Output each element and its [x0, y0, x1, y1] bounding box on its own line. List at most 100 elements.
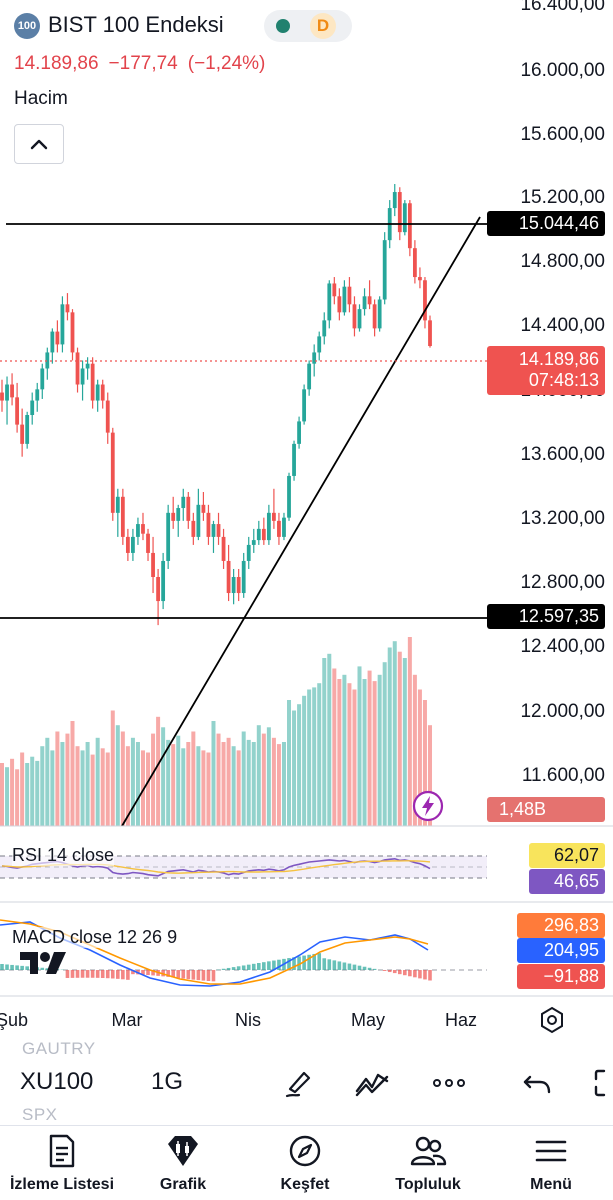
candle-body [110, 432, 115, 513]
collapse-legend-button[interactable] [14, 124, 64, 164]
volume-bar [276, 744, 281, 826]
candle-body [428, 320, 432, 347]
volume-bar [327, 653, 332, 826]
interval-selector[interactable]: 1G [151, 1068, 184, 1095]
candle-body [236, 577, 241, 594]
volume-bar [100, 748, 105, 826]
macd-histogram-bar [428, 970, 432, 981]
volume-bar [176, 735, 181, 826]
volume-bar [362, 679, 367, 826]
symbol-selector[interactable]: XU100 [20, 1068, 94, 1095]
volume-bar [412, 674, 417, 826]
volume-bar [135, 742, 140, 826]
volume-bar [297, 704, 302, 826]
volume-bar [45, 737, 50, 826]
macd-histogram-bar [201, 970, 206, 981]
macd-histogram-bar [141, 970, 145, 975]
price-tick: 13.600,00 [520, 444, 605, 465]
market-open-dot [276, 19, 290, 33]
price-change: −177,74 [108, 53, 178, 74]
candle-body [70, 312, 75, 353]
nav-explore[interactable]: Keşfet [245, 1134, 365, 1194]
macd-histogram-bar [322, 958, 327, 970]
volume-bar [221, 742, 226, 826]
macd-histogram-bar [181, 970, 186, 979]
macd-histogram-bar [413, 970, 417, 978]
nav-menu[interactable]: Menü [491, 1134, 611, 1194]
nav-chart[interactable]: Grafik [123, 1134, 243, 1194]
volume-bar [151, 733, 156, 826]
macd-histogram-bar [151, 970, 155, 976]
volume-bar [50, 750, 55, 826]
macd-histogram-bar [397, 970, 402, 975]
macd-histogram-bar [332, 960, 337, 970]
volume-bar [317, 683, 322, 826]
candle-body [251, 540, 256, 545]
macd-legend[interactable]: MACD close 12 26 9 [12, 927, 178, 948]
nav-community[interactable]: Topluluk [368, 1134, 488, 1194]
macd-histogram-bar [166, 970, 170, 977]
time-tick: Nis [235, 1010, 261, 1030]
candle-body [20, 424, 25, 444]
candle-body [397, 192, 402, 233]
volume-bar [130, 737, 135, 826]
chart-candles-icon [168, 1136, 198, 1166]
candle-body [100, 384, 105, 401]
rsi-value-tag: 46,65 [529, 869, 605, 894]
volume-bar [332, 668, 337, 826]
volume-bar [85, 742, 90, 826]
macd-histogram-bar [90, 970, 95, 978]
volume-bar [266, 727, 271, 826]
indicators-icon[interactable] [354, 1065, 390, 1101]
histogram-value-tag: −91,88 [517, 964, 605, 989]
symbol-name[interactable]: BIST 100 Endeksi [48, 12, 224, 37]
candle-body [166, 512, 171, 561]
drawing-pen-icon[interactable] [282, 1065, 318, 1101]
volume-bar [201, 750, 206, 826]
volume-bar [146, 752, 151, 826]
macd-histogram-bar [65, 970, 70, 978]
delayed-data-badge[interactable]: D [310, 13, 336, 39]
volume-bar [422, 700, 427, 826]
price-tick: 12.000,00 [520, 701, 605, 722]
volume-bar [55, 731, 60, 826]
volume-bar [372, 681, 377, 826]
support-price-tag[interactable]: 12.597,35 [487, 604, 605, 629]
trend-line[interactable] [121, 216, 481, 827]
volume-bar [186, 742, 191, 826]
volume-bar [80, 750, 85, 826]
resistance-price-tag[interactable]: 15.044,46 [487, 211, 605, 236]
tradingview-logo-icon [20, 952, 66, 974]
watchlist-icon [49, 1134, 75, 1168]
nav-chart-label: Grafik [159, 1176, 207, 1193]
macd-histogram-bar [105, 970, 110, 979]
candle-body [191, 520, 196, 537]
more-options-icon[interactable] [431, 1065, 467, 1101]
chart-settings-icon[interactable] [537, 1005, 567, 1035]
nav-watchlist[interactable]: İzleme Listesi [2, 1134, 122, 1194]
macd-histogram-bar [5, 964, 9, 970]
macd-histogram-bar [100, 970, 105, 978]
fullscreen-icon[interactable] [590, 1065, 613, 1101]
volume-legend[interactable]: Hacim [14, 88, 68, 109]
lightning-icon[interactable] [411, 789, 445, 823]
macd-histogram-bar [312, 953, 316, 970]
candle-body [302, 389, 307, 422]
candle-body [221, 536, 226, 561]
candle-body [196, 504, 201, 537]
market-status-pill[interactable]: D [264, 10, 352, 42]
volume-bar [75, 746, 80, 826]
candle-body [55, 331, 60, 345]
candle-body [85, 363, 90, 369]
candle-body [10, 384, 14, 398]
rsi-legend[interactable]: RSI 14 close [12, 845, 115, 866]
candle-body [241, 560, 246, 594]
volume-bar [120, 731, 125, 826]
chevron-up-icon [30, 139, 48, 150]
price-chart[interactable] [0, 0, 613, 1000]
candle-body [362, 296, 367, 310]
nav-explore-label: Keşfet [280, 1176, 330, 1193]
candle-body [357, 309, 362, 329]
undo-icon[interactable] [520, 1065, 556, 1101]
candle-body [30, 400, 35, 415]
